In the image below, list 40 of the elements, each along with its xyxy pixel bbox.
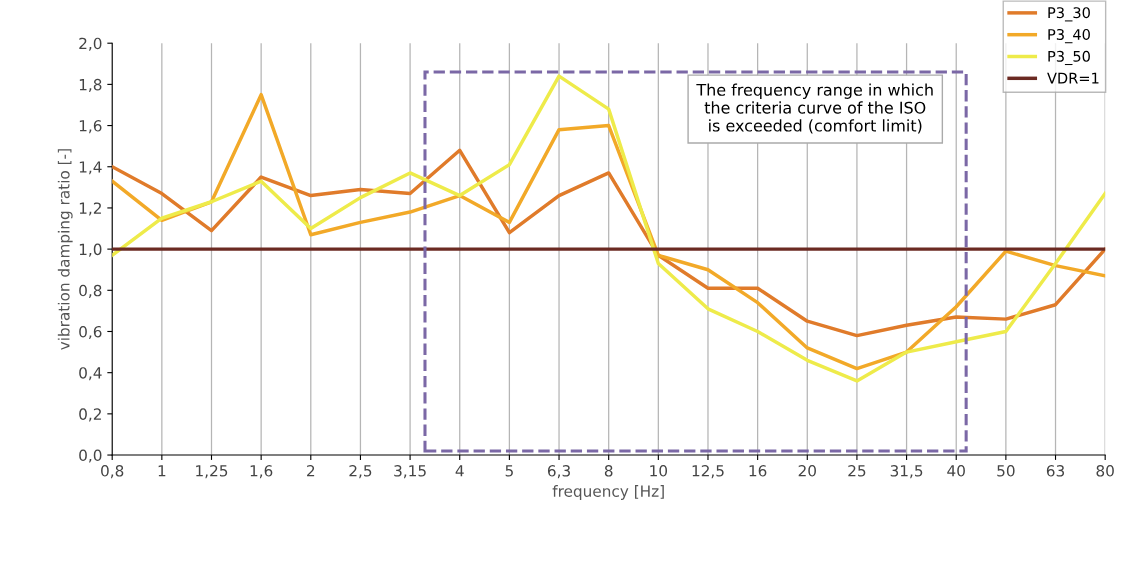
y-tick-label: 1,6 [79,120,102,134]
x-tick-label: 40 [947,465,965,477]
x-tick-label: 12,5 [692,465,724,479]
x-tick-label: 2,5 [349,465,372,479]
x-tick-label: 25 [848,465,866,477]
x-tick-label: 5 [505,465,513,477]
y-tick-label: 1,4 [79,161,102,175]
x-tick-label: 16 [749,465,767,477]
legend-label: P3_50 [1048,50,1090,66]
legend-label: VDR=1 [1047,72,1099,84]
annotation: The frequency range in which the criteria curve of the ISO is exceeded (comfort limit) [696,83,933,134]
y-tick-label: 1,2 [79,202,101,216]
x-tick-label: 2 [307,465,315,477]
x-tick-label: 0,8 [101,465,124,479]
x-tick-label: 20 [798,465,816,477]
x-tick-label: 31,5 [890,465,923,479]
x-tick-label: 10 [650,465,668,477]
y-tick-label: 0,0 [79,449,102,463]
x-tick-label: 50 [997,465,1015,477]
x-tick-label: 8 [604,465,613,477]
y-tick-label: 0,6 [79,325,102,340]
y-tick-label: 0,4 [79,367,102,381]
y-tick-label: 1,8 [79,78,102,92]
line-series [112,148,1106,338]
x-tick-label: 1,6 [250,465,273,479]
x-tick-label: 1 [158,465,166,477]
legend-label: P3_30 [1048,7,1090,22]
y-tick-label: 0,8 [79,284,102,298]
x-tick-label: 3,15 [394,465,426,479]
x-tick-label: 1,25 [196,465,228,479]
x-axis-title: frequency [Hz] [552,485,664,500]
y-tick-label: 0,2 [79,408,101,422]
x-tick-label: 63 [1046,465,1065,477]
y-tick-label: 2,0 [79,37,102,51]
legend-label: P3_40 [1048,28,1090,44]
x-tick-label: 4 [455,465,464,477]
x-tick-label: 80 [1096,465,1114,477]
x-tick-label: 6,3 [547,465,570,479]
y-tick-label: 1,0 [79,243,102,257]
y-axis-title: vibration damping ratio [-] [57,149,73,350]
